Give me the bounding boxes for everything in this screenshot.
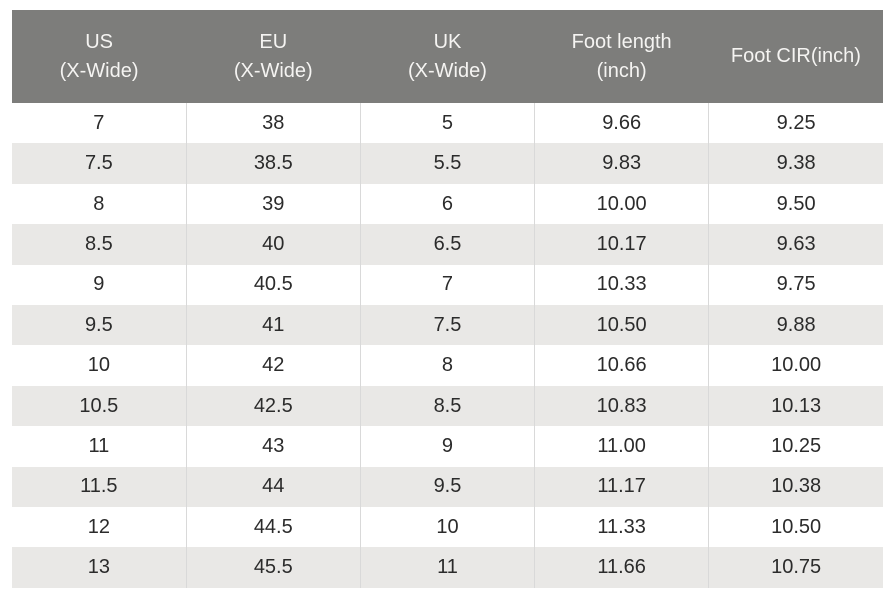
table-cell-eu: 44 <box>186 466 361 508</box>
table-cell-foot-length: 11.33 <box>534 507 710 548</box>
size-conversion-table: US (X-Wide) EU (X-Wide) UK (X-Wide) Foot le… <box>12 10 883 588</box>
table-cell-uk: 6.5 <box>360 224 536 265</box>
column-header-foot-length: Foot length (inch) <box>534 10 709 103</box>
table-cell-eu: 42 <box>186 345 361 386</box>
table-cell-uk: 10 <box>360 507 536 548</box>
table-cell-foot-length: 10.83 <box>534 385 710 427</box>
table-cell-eu: 40.5 <box>186 264 361 306</box>
table-cell-eu: 40 <box>186 224 361 265</box>
table-row: 13 45.5 11 11.66 10.75 <box>12 547 883 588</box>
size-conversion-table-wrap: US (X-Wide) EU (X-Wide) UK (X-Wide) Foot le… <box>12 10 883 588</box>
table-body: 7 38 5 9.66 9.25 7.5 38.5 5.5 9.83 9.38 8 39 6 10.00 9… <box>12 103 883 588</box>
table-cell-foot-cir: 9.25 <box>708 103 883 144</box>
table-header: US (X-Wide) EU (X-Wide) UK (X-Wide) Foot le… <box>12 10 883 103</box>
table-cell-foot-length: 11.00 <box>534 426 710 467</box>
table-cell-us: 8 <box>12 183 187 225</box>
table-cell-foot-cir: 9.88 <box>708 305 883 346</box>
table-cell-foot-length: 10.66 <box>534 345 710 386</box>
table-row: 9.5 41 7.5 10.50 9.88 <box>12 305 883 346</box>
table-cell-foot-cir: 9.63 <box>708 224 883 265</box>
table-cell-uk: 5 <box>360 103 536 144</box>
table-header-row: US (X-Wide) EU (X-Wide) UK (X-Wide) Foot le… <box>12 10 883 103</box>
table-cell-foot-cir: 10.75 <box>708 547 883 588</box>
table-row: 8 39 6 10.00 9.50 <box>12 183 883 225</box>
table-cell-uk: 8 <box>360 345 536 386</box>
table-cell-foot-cir: 9.75 <box>708 264 883 306</box>
table-cell-foot-length: 11.66 <box>534 547 710 588</box>
table-cell-foot-length: 10.50 <box>534 305 710 346</box>
table-cell-uk: 8.5 <box>360 385 536 427</box>
table-cell-uk: 6 <box>360 183 536 225</box>
table-cell-us: 8.5 <box>12 224 187 265</box>
table-row: 10.5 42.5 8.5 10.83 10.13 <box>12 385 883 427</box>
table-cell-uk: 9 <box>360 426 536 467</box>
table-cell-foot-length: 9.66 <box>534 103 710 144</box>
table-cell-us: 12 <box>12 507 187 548</box>
table-cell-foot-length: 10.33 <box>534 264 710 306</box>
table-cell-foot-cir: 10.38 <box>708 466 883 508</box>
table-row: 7 38 5 9.66 9.25 <box>12 103 883 144</box>
table-row: 9 40.5 7 10.33 9.75 <box>12 264 883 306</box>
table-cell-uk: 7 <box>360 264 536 306</box>
table-cell-us: 11.5 <box>12 466 187 508</box>
table-cell-us: 9 <box>12 264 187 306</box>
table-cell-foot-cir: 10.25 <box>708 426 883 467</box>
column-header-uk: UK (X-Wide) <box>360 10 535 103</box>
table-row: 12 44.5 10 11.33 10.50 <box>12 507 883 548</box>
table-cell-foot-length: 10.00 <box>534 183 710 225</box>
table-cell-uk: 7.5 <box>360 305 536 346</box>
table-cell-foot-cir: 10.13 <box>708 385 883 427</box>
table-cell-us: 11 <box>12 426 187 467</box>
table-cell-eu: 43 <box>186 426 361 467</box>
table-cell-foot-cir: 10.00 <box>708 345 883 386</box>
table-cell-us: 10 <box>12 345 187 386</box>
table-cell-uk: 5.5 <box>360 143 536 184</box>
table-cell-eu: 41 <box>186 305 361 346</box>
column-header-foot-cir: Foot CIR(inch) <box>708 10 883 103</box>
column-header-us: US (X-Wide) <box>12 10 187 103</box>
table-cell-foot-length: 10.17 <box>534 224 710 265</box>
table-cell-eu: 42.5 <box>186 385 361 427</box>
table-cell-foot-length: 11.17 <box>534 466 710 508</box>
table-cell-uk: 9.5 <box>360 466 536 508</box>
table-row: 8.5 40 6.5 10.17 9.63 <box>12 224 883 265</box>
table-cell-eu: 45.5 <box>186 547 361 588</box>
table-cell-us: 9.5 <box>12 305 187 346</box>
table-row: 7.5 38.5 5.5 9.83 9.38 <box>12 143 883 184</box>
table-cell-foot-cir: 10.50 <box>708 507 883 548</box>
table-cell-eu: 38.5 <box>186 143 361 184</box>
table-cell-uk: 11 <box>360 547 536 588</box>
table-cell-us: 10.5 <box>12 385 187 427</box>
table-cell-eu: 39 <box>186 183 361 225</box>
table-row: 10 42 8 10.66 10.00 <box>12 345 883 386</box>
table-cell-foot-cir: 9.38 <box>708 143 883 184</box>
table-cell-foot-length: 9.83 <box>534 143 710 184</box>
table-row: 11 43 9 11.00 10.25 <box>12 426 883 467</box>
column-header-eu: EU (X-Wide) <box>186 10 361 103</box>
table-cell-us: 7 <box>12 103 187 144</box>
table-cell-eu: 44.5 <box>186 507 361 548</box>
table-cell-us: 13 <box>12 547 187 588</box>
table-row: 11.5 44 9.5 11.17 10.38 <box>12 466 883 508</box>
table-cell-foot-cir: 9.50 <box>708 183 883 225</box>
table-cell-eu: 38 <box>186 103 361 144</box>
table-cell-us: 7.5 <box>12 143 187 184</box>
